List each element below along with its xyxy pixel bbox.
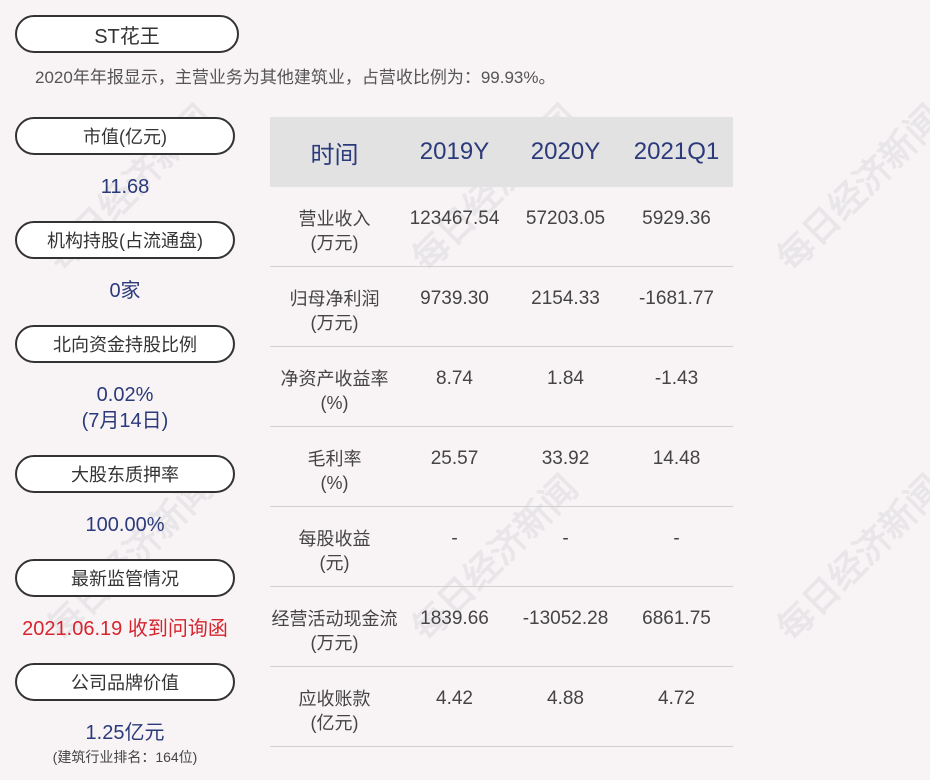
northbound-date: (7月14日): [81, 410, 169, 432]
row-label: 营业收入 (万元): [298, 209, 371, 253]
header-time: 时间: [310, 141, 359, 169]
brand-value-label: 公司品牌价值: [15, 663, 235, 701]
cell-value: 1839.66: [420, 608, 489, 629]
table-row: 归母净利润 (万元) 9739.30 2154.33 -1681.77: [270, 267, 733, 347]
cell-value: 33.92: [541, 448, 590, 469]
cell-value: 5929.36: [642, 208, 711, 229]
table-header: 时间 2019Y 2020Y 2021Q1: [270, 117, 733, 187]
pledge-label: 大股东质押率: [15, 455, 235, 493]
cell-value: -1681.77: [638, 288, 714, 309]
cell-value: 9739.30: [420, 288, 489, 309]
institution-holding-label: 机构持股(占流通盘): [15, 221, 235, 259]
cell-value: 6861.75: [642, 608, 711, 629]
table-row: 净资产收益率 (%) 8.74 1.84 -1.43: [270, 347, 733, 427]
financial-table: 时间 2019Y 2020Y 2021Q1 营业收入 (万元) 123467.54…: [270, 117, 733, 747]
cell-value: -: [562, 528, 569, 549]
cell-value: -13052.28: [522, 608, 609, 629]
cell-value: 4.88: [547, 688, 584, 709]
northbound-value: 0.02%: [96, 384, 154, 406]
cell-value: -: [451, 528, 458, 549]
cell-value: 123467.54: [409, 208, 500, 229]
cell-value: 8.74: [436, 368, 473, 389]
row-label: 每股收益 (元): [298, 529, 371, 573]
regulation-label: 最新监管情况: [15, 559, 235, 597]
stock-title: ST花王: [15, 15, 239, 53]
market-cap-value: 11.68: [100, 176, 150, 198]
watermark-6: 每日经济新闻: [768, 466, 930, 649]
cell-value: -: [673, 528, 680, 549]
market-cap-label: 市值(亿元): [15, 117, 235, 155]
cell-value: 1.84: [547, 368, 584, 389]
regulation-value: 2021.06.19 收到问询函: [22, 618, 228, 640]
cell-value: 14.48: [652, 448, 701, 469]
brand-rank-note: (建筑行业排名：164位): [52, 749, 198, 765]
row-label: 应收账款 (亿元): [298, 689, 371, 733]
brand-value: 1.25亿元: [85, 722, 165, 744]
pledge-value: 100.00%: [85, 514, 165, 536]
header-2020y: 2020Y: [530, 138, 601, 165]
table-row: 应收账款 (亿元) 4.42 4.88 4.72: [270, 667, 733, 747]
cell-value: 4.72: [658, 688, 695, 709]
northbound-label: 北向资金持股比例: [15, 325, 235, 363]
cell-value: 4.42: [436, 688, 473, 709]
row-label: 归母净利润 (万元): [289, 289, 380, 333]
watermark-3: 每日经济新闻: [768, 96, 930, 279]
institution-holding-value: 0家: [109, 280, 141, 302]
table-row: 每股收益 (元) - - -: [270, 507, 733, 587]
cell-value: -1.43: [654, 368, 699, 389]
row-label: 毛利率 (%): [307, 449, 362, 493]
business-summary: 2020年年报显示，主营业务为其他建筑业，占营收比例为：99.93%。: [35, 68, 556, 87]
table-row: 营业收入 (万元) 123467.54 57203.05 5929.36: [270, 187, 733, 267]
cell-value: 25.57: [430, 448, 479, 469]
table-row: 经营活动现金流 (万元) 1839.66 -13052.28 6861.75: [270, 587, 733, 667]
row-label: 净资产收益率 (%): [280, 369, 389, 413]
cell-value: 57203.05: [525, 208, 606, 229]
header-2019y: 2019Y: [419, 138, 490, 165]
header-2021q1: 2021Q1: [633, 138, 720, 165]
row-label: 经营活动现金流 (万元): [271, 609, 398, 653]
table-row: 毛利率 (%) 25.57 33.92 14.48: [270, 427, 733, 507]
cell-value: 2154.33: [531, 288, 600, 309]
